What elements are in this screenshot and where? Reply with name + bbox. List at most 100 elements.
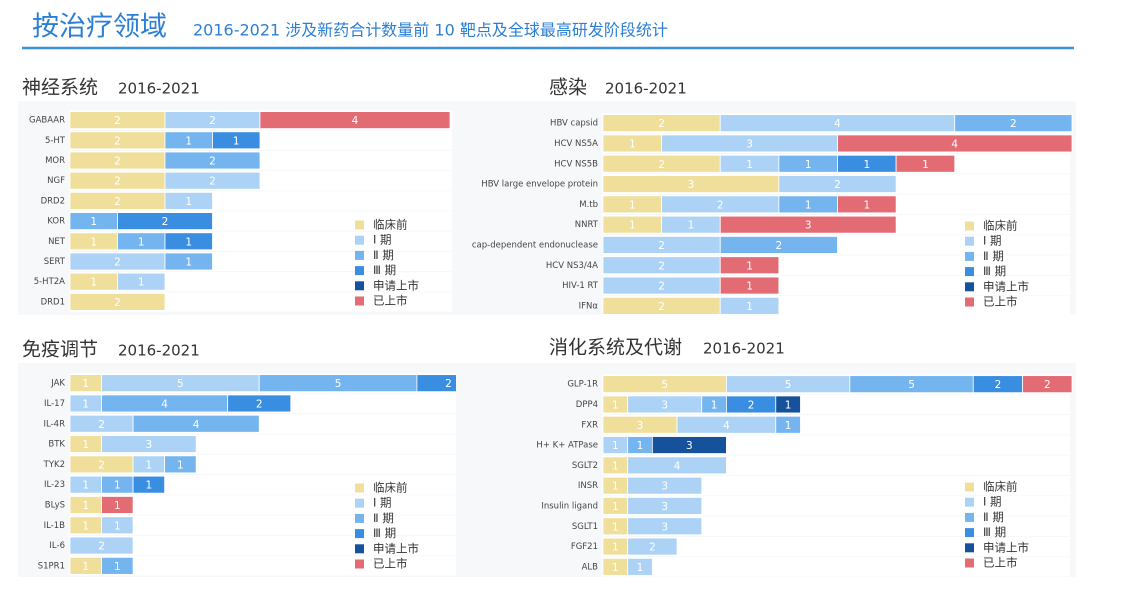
- value-label: 1: [114, 500, 121, 512]
- value-label: 1: [177, 459, 184, 471]
- value-label: 1: [82, 398, 89, 410]
- value-label: 1: [90, 236, 97, 248]
- category-label: DRD1: [41, 297, 65, 307]
- legend-label: Ⅱ 期: [373, 511, 394, 525]
- value-label: 1: [746, 159, 753, 171]
- value-label: 4: [352, 115, 359, 127]
- bar-segment: [69, 292, 166, 311]
- bar-segment: [212, 131, 261, 150]
- value-label: 2: [98, 419, 105, 431]
- legend-swatch: [965, 497, 974, 507]
- value-label: 2: [748, 399, 755, 411]
- legend-swatch: [965, 282, 974, 292]
- page-subtitle: 2016-2021 涉及新药合计数量前 10 靶点及全球最高研发阶段统计: [193, 21, 668, 40]
- bar-segment: [651, 436, 727, 454]
- legend-swatch: [965, 221, 974, 231]
- category-label: FXR: [581, 420, 598, 430]
- value-label: 1: [82, 520, 89, 532]
- value-label: 1: [922, 159, 929, 171]
- category-label: HIV-1 RT: [562, 281, 599, 291]
- category-label: IL-6: [49, 541, 65, 551]
- row-band: [603, 496, 1070, 516]
- category-label: IL-17: [44, 399, 65, 409]
- category-label: NET: [48, 237, 66, 247]
- value-label: 2: [658, 159, 665, 171]
- bar-segment: [627, 537, 678, 556]
- category-label: cap-dependent endonuclease: [472, 240, 598, 250]
- category-label: IL-1B: [44, 521, 66, 531]
- value-label: 1: [746, 301, 753, 313]
- category-label: M.tb: [579, 200, 598, 210]
- row-band: [603, 557, 1070, 577]
- legend-swatch: [355, 559, 364, 569]
- value-label: 1: [90, 216, 97, 228]
- chart-subtitle: 2016-2021: [118, 342, 200, 360]
- value-label: 2: [209, 115, 216, 127]
- value-label: 1: [805, 159, 812, 171]
- legend-label: 临床前: [983, 480, 1018, 494]
- bar-segment: [627, 557, 653, 576]
- legend-label: Ⅰ 期: [983, 234, 1002, 248]
- chart-subtitle: 2016-2021: [118, 80, 200, 98]
- value-label: 2: [114, 257, 121, 269]
- row-band: [70, 556, 482, 576]
- category-label: HBV large envelope protein: [481, 180, 598, 190]
- legend-label: 临床前: [373, 481, 408, 495]
- row-band: [70, 475, 482, 495]
- value-label: 1: [629, 138, 636, 150]
- value-label: 1: [114, 561, 121, 573]
- bar-segment: [132, 414, 260, 433]
- value-label: 2: [98, 541, 105, 553]
- legend-label: Ⅱ 期: [983, 249, 1004, 263]
- value-label: 2: [649, 542, 656, 554]
- value-label: 1: [863, 159, 870, 171]
- bar-segment: [954, 114, 1073, 133]
- value-label: 3: [661, 501, 668, 513]
- value-label: 1: [629, 199, 636, 211]
- category-label: DPP4: [576, 400, 598, 410]
- value-label: 1: [863, 199, 870, 211]
- bar-segment: [227, 394, 292, 413]
- category-label: HCV NS5B: [554, 159, 598, 169]
- category-label: SERT: [44, 257, 66, 267]
- legend-label: Ⅲ 期: [373, 263, 396, 277]
- value-label: 4: [723, 420, 730, 432]
- value-label: 1: [82, 480, 89, 492]
- category-label: Insulin ligand: [541, 501, 598, 511]
- value-label: 1: [785, 399, 792, 411]
- bar-segment: [117, 212, 213, 231]
- value-label: 1: [746, 281, 753, 293]
- bar-segment: [719, 296, 780, 315]
- category-label: IL-4R: [44, 419, 66, 429]
- value-label: 2: [1010, 118, 1017, 130]
- bar-segment: [69, 536, 134, 555]
- value-label: 1: [146, 480, 153, 492]
- category-label: NGF: [47, 176, 65, 186]
- bar-segment: [164, 191, 213, 210]
- legend-swatch: [355, 529, 364, 539]
- category-label: IFNα: [579, 301, 599, 311]
- value-label: 2: [658, 118, 665, 130]
- bar-segment: [627, 476, 703, 495]
- bar-segment: [837, 195, 897, 214]
- legend-label: 临床前: [373, 218, 408, 232]
- page-title: 按治疗领域: [32, 12, 167, 43]
- value-label: 1: [82, 439, 89, 451]
- value-label: 1: [185, 196, 192, 208]
- row-band: [603, 536, 1070, 557]
- value-label: 4: [951, 138, 958, 150]
- value-label: 2: [114, 135, 121, 147]
- category-label: FGF21: [571, 542, 598, 552]
- value-label: 2: [658, 260, 665, 272]
- bar-segment: [775, 395, 801, 414]
- category-label: BLyS: [45, 500, 65, 510]
- category-label: INSR: [578, 481, 598, 491]
- bar-segment: [719, 236, 838, 254]
- legend-label: Ⅱ 期: [373, 248, 394, 262]
- category-label: HCV NS3/4A: [546, 261, 598, 271]
- bar-segment: [627, 517, 703, 536]
- legend-swatch: [355, 498, 364, 508]
- bar-segment: [719, 276, 780, 295]
- chart-title: 消化系统及代谢: [549, 337, 682, 359]
- value-label: 1: [82, 378, 89, 390]
